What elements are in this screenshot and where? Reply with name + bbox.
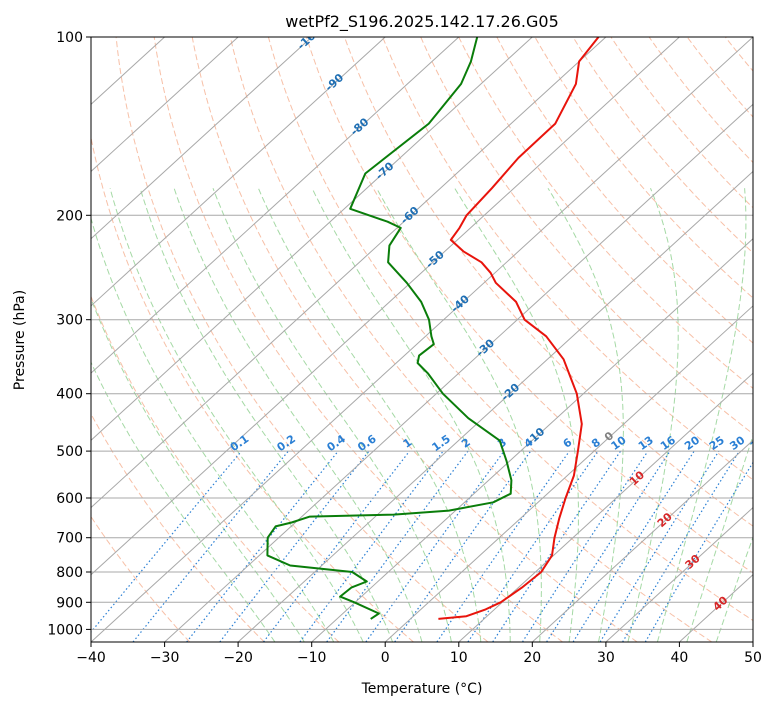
isotherm-line: [384, 305, 753, 642]
dry-adiabat-line: [115, 37, 489, 642]
mixing-ratio-line: [572, 450, 695, 642]
y-tick-label: 100: [56, 30, 83, 46]
isotherm-line: [91, 37, 313, 240]
temperature-profile: [438, 37, 600, 620]
isotherm-line: [237, 170, 753, 642]
y-tick-label: 600: [56, 491, 83, 507]
plot-frame: [90, 36, 754, 643]
y-axis-label: Pressure (hPa): [12, 290, 28, 390]
mixing-ratio-label: 36: [748, 433, 768, 453]
moist-adiabat-line: [173, 188, 423, 642]
chart-title: wetPf2_S196.2025.142.17.26.G05: [285, 12, 559, 32]
dry-adiabat-line: [191, 37, 638, 642]
moist-adiabat-line: [627, 188, 679, 642]
mixing-ratio-line: [263, 450, 410, 642]
y-tick-label: 700: [56, 531, 83, 547]
y-tick-label: 500: [56, 444, 83, 460]
dry-adiabat-line: [344, 37, 753, 527]
moist-adiabat-line: [686, 434, 753, 642]
mixing-ratio-lines: [91, 450, 753, 642]
dry-adiabat-line: [267, 37, 753, 622]
dry-adiabat-line: [91, 295, 340, 642]
x-tick-label: −10: [297, 650, 327, 666]
x-tick-label: −20: [223, 650, 253, 666]
dry-adiabat-line: [534, 37, 753, 299]
isotherm-line: [91, 37, 460, 374]
x-tick-label: 0: [381, 650, 390, 666]
mixing-ratio-line: [186, 450, 339, 642]
isotherm-line: [91, 37, 607, 509]
dry-adiabat-line: [91, 412, 265, 642]
mixing-ratio-line: [91, 450, 242, 633]
x-tick-label: −40: [76, 650, 106, 666]
moist-adiabat-line: [715, 535, 753, 642]
mixing-ratio-line: [521, 450, 649, 642]
y-axis: 100 200 300 400 500 600 700 800 900 1000: [47, 30, 91, 638]
mixing-ratio-line: [326, 450, 469, 642]
isobar-grid: [91, 37, 753, 630]
isotherm-line: [164, 103, 753, 642]
isotherm-line: [91, 37, 680, 576]
y-tick-label: 900: [56, 595, 83, 611]
isotherm-grid: [91, 37, 753, 642]
x-tick-label: −30: [150, 650, 180, 666]
dry-adiabat-line: [305, 37, 753, 574]
isotherm-line: [91, 37, 533, 441]
x-tick-label: 30: [597, 650, 615, 666]
isotherm-line: [311, 238, 753, 642]
x-tick-label: 20: [523, 650, 541, 666]
isotherm-line: [531, 439, 753, 642]
y-tick-label: 400: [56, 387, 83, 403]
mixing-ratio-line: [622, 450, 740, 642]
moist-adiabat-line: [91, 297, 305, 642]
profile-lines: [266, 37, 600, 620]
x-tick-label: 10: [450, 650, 468, 666]
dewpoint-profile: [266, 37, 513, 620]
moist-adiabat-line: [139, 188, 394, 642]
moist-adiabat-line: [311, 187, 511, 642]
dry-adiabats: [91, 37, 753, 642]
mixing-ratio-line: [365, 450, 505, 642]
mixing-ratio-line: [492, 450, 622, 642]
isotherm-line: [91, 37, 753, 642]
y-tick-label: 200: [56, 208, 83, 224]
y-tick-label: 300: [56, 313, 83, 329]
mixing-ratio-line: [599, 450, 720, 642]
moist-adiabat-line: [91, 216, 335, 642]
x-axis-label: Temperature (°C): [361, 681, 483, 697]
moist-adiabat-line: [547, 187, 624, 642]
x-tick-label: 50: [744, 650, 762, 666]
y-tick-label: 800: [56, 565, 83, 581]
mixing-ratio-line: [132, 450, 289, 642]
x-tick-label: 40: [670, 650, 688, 666]
isotherm-line: [458, 372, 753, 642]
moist-adiabat-line: [91, 361, 276, 642]
dry-adiabat-line: [496, 37, 753, 344]
moist-adiabat-line: [212, 188, 452, 642]
isotherm-line: [91, 37, 386, 307]
moist-adiabat-line: [109, 188, 364, 642]
mixing-ratio-line: [546, 450, 671, 642]
mixing-ratio-line: [467, 450, 599, 642]
dry-adiabat-line: [153, 37, 563, 642]
isotherm-line: [91, 37, 239, 173]
mixing-ratio-line: [299, 450, 444, 642]
x-axis: −40 −30 −20 −10 0 10 20 30 40 50: [76, 642, 762, 666]
moist-adiabat-line: [257, 188, 482, 642]
moist-adiabats: [91, 187, 753, 642]
dry-adiabat-line: [458, 37, 753, 389]
isotherm-line: [605, 506, 753, 642]
dry-adiabat-line: [91, 515, 191, 642]
y-tick-label: 1000: [47, 622, 83, 638]
